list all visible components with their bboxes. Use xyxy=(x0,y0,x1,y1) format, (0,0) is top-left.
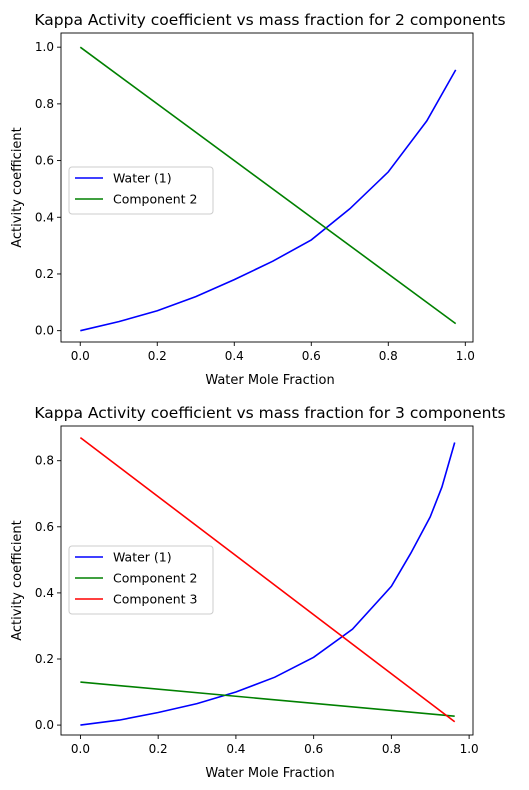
y-tick-label: 0.4 xyxy=(35,210,54,224)
chart-title: Kappa Activity coefficient vs mass fract… xyxy=(34,404,505,422)
series-lines xyxy=(79,46,457,332)
y-tick-label: 0.8 xyxy=(35,454,54,468)
x-tick-label: 1.0 xyxy=(460,742,479,756)
axes-frame xyxy=(60,32,474,343)
x-tick-label: 0.8 xyxy=(382,742,401,756)
x-tick-label: 0.6 xyxy=(302,349,321,363)
x-axis-label: Water Mole Fraction xyxy=(205,766,334,781)
y-tick-label: 0.0 xyxy=(35,718,54,732)
y-axis-label: Activity coefficient xyxy=(10,520,25,641)
x-tick-label: 0.4 xyxy=(226,742,245,756)
chart-2: Kappa Activity coefficient vs mass fract… xyxy=(10,404,506,781)
legend: Water (1) Component 2 xyxy=(68,166,214,215)
y-tick-label: 0.2 xyxy=(35,652,54,666)
x-tick-label: 0.0 xyxy=(71,349,90,363)
x-tick-label: 0.8 xyxy=(379,349,398,363)
legend-label: Component 2 xyxy=(113,571,198,586)
series-lines xyxy=(79,436,456,726)
series-line-2 xyxy=(79,46,457,325)
x-tick-label: 0.2 xyxy=(148,349,167,363)
x-tick-label: 0.4 xyxy=(225,349,244,363)
x-tick-label: 1.0 xyxy=(456,349,475,363)
axes-frame xyxy=(60,425,474,736)
legend-box xyxy=(68,166,214,215)
legend-label: Water (1) xyxy=(113,550,172,565)
y-tick-label: 0.0 xyxy=(35,324,54,338)
legend: Water (1) Component 2 Component 3 xyxy=(68,545,214,615)
legend-box xyxy=(68,545,214,615)
series-line-3 xyxy=(79,436,456,723)
y-tick-label: 0.8 xyxy=(35,97,54,111)
y-tick-label: 1.0 xyxy=(35,40,54,54)
x-tick-label: 0.2 xyxy=(149,742,168,756)
y-tick-label: 0.6 xyxy=(35,520,54,534)
y-axis-label: Activity coefficient xyxy=(10,127,25,248)
series-line-2 xyxy=(80,681,455,717)
x-tick-label: 0.0 xyxy=(71,742,90,756)
y-tick-label: 0.2 xyxy=(35,267,54,281)
chart-1: Kappa Activity coefficient vs mass fract… xyxy=(10,11,506,388)
legend-label: Component 2 xyxy=(113,192,198,207)
x-tick-label: 0.6 xyxy=(304,742,323,756)
x-axis-label: Water Mole Fraction xyxy=(205,373,334,388)
series-line-1 xyxy=(80,69,457,332)
series-line-1 xyxy=(80,442,456,726)
legend-label: Component 3 xyxy=(113,592,198,607)
legend-label: Water (1) xyxy=(113,171,172,186)
chart-title: Kappa Activity coefficient vs mass fract… xyxy=(34,11,505,29)
y-tick-label: 0.6 xyxy=(35,154,54,168)
y-tick-label: 0.4 xyxy=(35,586,54,600)
